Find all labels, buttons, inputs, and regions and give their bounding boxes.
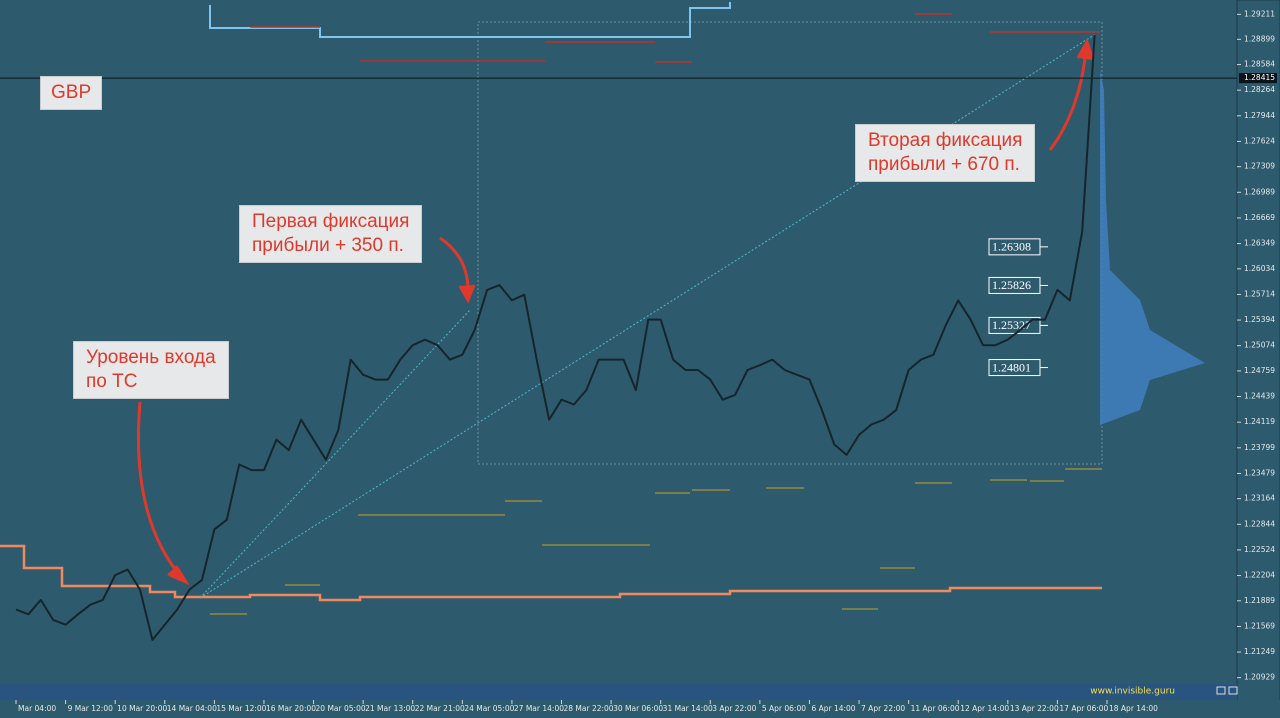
y-tick-label: 1.25714: [1244, 289, 1275, 298]
upper-line: [209, 2, 731, 38]
y-tick-label: 1.28584: [1244, 60, 1275, 69]
y-tick-label: 1.21569: [1244, 621, 1275, 630]
x-tick-label: 21 Mar 13:00: [365, 704, 415, 713]
x-tick-label: 14 Mar 04:00: [167, 704, 217, 713]
x-axis-bg: [0, 700, 1280, 718]
window-button[interactable]: [1228, 686, 1238, 695]
level-label: 1.24801: [992, 360, 1031, 374]
x-tick-label: 18 Apr 14:00: [1109, 704, 1158, 713]
x-tick-label: Mar 04:00: [18, 704, 56, 713]
volume-levels: [210, 468, 1102, 615]
volume-profile: [1100, 70, 1205, 425]
y-tick-label: 1.26349: [1244, 239, 1275, 248]
trend-line: [199, 309, 471, 599]
y-tick-label: 1.26034: [1244, 264, 1275, 273]
y-tick-label: 1.24439: [1244, 392, 1275, 401]
x-tick-label: 12 Apr 14:00: [960, 704, 1009, 713]
arrows: [136, 38, 1095, 586]
x-tick-label: 13 Apr 22:00: [1010, 704, 1059, 713]
footer: www.invisible.guru: [1090, 687, 1175, 697]
y-tick-label: 1.29211: [1244, 9, 1275, 18]
y-tick-label: 1.22844: [1244, 519, 1275, 528]
x-tick-label: 16 Mar 20:00: [266, 704, 316, 713]
level-label: 1.25826: [992, 278, 1031, 292]
annotation: Первая фиксация прибыли + 350 п.: [239, 205, 423, 263]
y-tick-label: 1.21249: [1244, 647, 1275, 656]
y-tick-label: 1.25394: [1244, 315, 1275, 324]
x-tick-label: 15 Mar 12:00: [216, 704, 266, 713]
y-tick-label: 1.23799: [1244, 443, 1275, 452]
y-tick-label: 1.26669: [1244, 213, 1275, 222]
x-tick-label: 5 Apr 06:00: [762, 704, 806, 713]
x-tick-label: 7 Apr 22:00: [861, 704, 905, 713]
level-label: 1.26308: [992, 240, 1031, 254]
y-tick-label: 1.20929: [1244, 673, 1275, 682]
window-button[interactable]: [1216, 686, 1226, 695]
symbol-label: GBP: [40, 76, 103, 110]
x-tick-label: 9 Mar 12:00: [68, 704, 114, 713]
x-tick-label: 24 Mar 05:00: [464, 704, 514, 713]
y-tick-label: 1.23479: [1244, 468, 1275, 477]
x-tick-label: 27 Mar 14:00: [514, 704, 564, 713]
x-tick-label: 28 Mar 22:00: [564, 704, 614, 713]
red-levels: [250, 13, 1100, 63]
x-tick-label: 11 Apr 06:00: [911, 704, 960, 713]
current-price-box: [1239, 73, 1277, 84]
y-tick-label: 1.26989: [1244, 187, 1275, 196]
scroll-bar: [0, 684, 1237, 700]
current-price-label: 1.28415: [1244, 73, 1275, 82]
x-tick-label: 20 Mar 05:00: [316, 704, 366, 713]
x-tick-label: 10 Mar 20:00: [117, 704, 167, 713]
y-tick-label: 1.28899: [1244, 34, 1275, 43]
x-tick-label: 31 Mar 14:00: [663, 704, 713, 713]
y-tick-label: 1.21889: [1244, 596, 1275, 605]
y-tick-label: 1.27624: [1244, 136, 1275, 145]
y-tick-label: 1.23164: [1244, 494, 1275, 503]
x-tick-label: 17 Apr 06:00: [1059, 704, 1108, 713]
lower-line: [0, 544, 1102, 602]
y-tick-label: 1.24119: [1244, 417, 1275, 426]
y-tick-label: 1.27309: [1244, 162, 1275, 171]
annotation: Уровень входа по ТС: [73, 341, 229, 399]
y-tick-label: 1.22204: [1244, 571, 1275, 580]
y-tick-label: 1.22524: [1244, 545, 1275, 554]
x-tick-label: 3 Apr 22:00: [712, 704, 756, 713]
price-line: [15, 35, 1096, 641]
y-tick-label: 1.25074: [1244, 341, 1275, 350]
x-tick-label: 30 Mar 06:00: [613, 704, 663, 713]
x-tick-label: 6 Apr 14:00: [811, 704, 855, 713]
level-box: [988, 238, 1041, 256]
x-tick-label: 22 Mar 21:00: [415, 704, 465, 713]
y-tick-label: 1.28264: [1244, 85, 1275, 94]
annotation: Вторая фиксация прибыли + 670 п.: [855, 124, 1036, 182]
y-axis-bg: [1236, 0, 1280, 718]
level-box: [988, 359, 1041, 377]
level-box: [988, 276, 1041, 294]
y-tick-label: 1.27944: [1244, 111, 1275, 120]
y-tick-label: 1.24759: [1244, 366, 1275, 375]
